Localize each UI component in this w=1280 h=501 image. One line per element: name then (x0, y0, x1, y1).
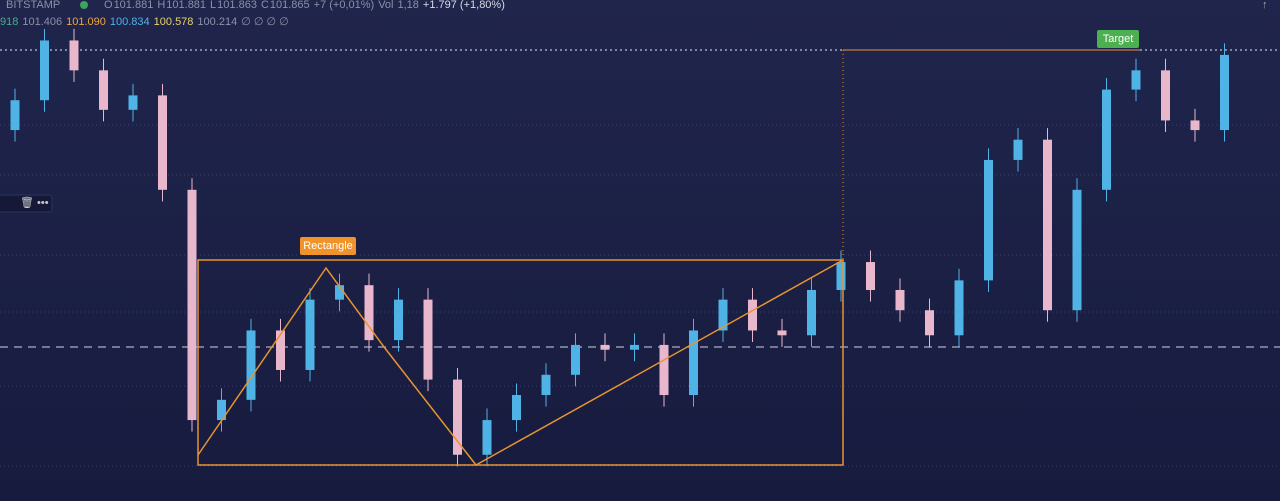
svg-text:🗑 •••: 🗑 ••• (20, 196, 49, 209)
candle-body (1131, 70, 1141, 90)
grid (0, 124, 1280, 467)
toolbar[interactable]: 🗑 ••• (0, 194, 53, 213)
vol: 1,18 (398, 0, 419, 11)
pattern-lines (197, 259, 844, 466)
candle-body (689, 330, 698, 396)
candle-body (453, 379, 462, 455)
candle-body (10, 100, 20, 131)
candle-body (246, 330, 256, 400)
candle-body (99, 70, 108, 110)
candle-body (187, 189, 197, 421)
target-tag (1097, 30, 1139, 48)
ohlc-key: O (104, 0, 113, 11)
ohlc-key: H (157, 0, 165, 11)
candle-body (925, 310, 934, 336)
ohlc-value: 101.865 (270, 0, 310, 11)
candle-body (1102, 89, 1111, 190)
candle-body (571, 344, 580, 375)
candle-body (158, 95, 167, 190)
candle-body (718, 299, 728, 331)
ohlc-value: 101.881 (114, 0, 154, 11)
candle-body (600, 344, 610, 350)
vol-key: Vol (378, 0, 393, 11)
candle-body (40, 40, 49, 101)
indicator-value: 101.406 (22, 16, 62, 28)
ohlc-value: 101.881 (166, 0, 206, 11)
candle-body (1013, 139, 1023, 160)
indicator-value: 918 (0, 16, 18, 28)
candle-body (217, 399, 226, 421)
candle-body (1161, 70, 1170, 121)
candle-body (335, 285, 344, 300)
candle-body (482, 420, 492, 455)
indicator-value: ∅ ∅ ∅ ∅ (241, 16, 289, 28)
day-change: +1.797 (+1,80%) (423, 0, 505, 11)
candle-body (512, 395, 521, 421)
candle-body (69, 40, 79, 71)
candle-body (1190, 120, 1200, 131)
candles (10, 28, 1229, 467)
candle-body (1072, 189, 1082, 311)
candle-body (836, 262, 846, 291)
candle-body (394, 299, 403, 341)
candle-body (128, 95, 138, 110)
candle-body (630, 344, 639, 350)
candle-body (423, 299, 433, 380)
indicator-value: 100.834 (110, 16, 150, 28)
candle-body (866, 262, 875, 291)
change: +7 (+0,01%) (314, 0, 375, 11)
candle-body (1043, 139, 1052, 311)
ohlc-value: 101.863 (217, 0, 257, 11)
indicator-value: 100.214 (197, 16, 237, 28)
rectangle-label: Rectangle (303, 240, 353, 252)
candle-body (748, 299, 757, 331)
candle-body (364, 285, 374, 341)
indicator-value: 101.090 (66, 16, 106, 28)
candle-body (777, 330, 787, 336)
candle-body (954, 280, 964, 336)
candle-body (1220, 54, 1229, 131)
candle-body (276, 330, 285, 370)
rectangle-tag (300, 237, 356, 255)
target-label: Target (1103, 33, 1134, 45)
candle-body (984, 159, 993, 281)
candle-body (659, 344, 669, 396)
header: O 101.881 H 101.881 L 101.863 C 101.865 +7 (+0,0… (0, 0, 505, 28)
candle-body (541, 374, 551, 396)
scroll-arrow[interactable]: ↑ (1262, 0, 1268, 11)
rectangle-drawing (197, 259, 844, 466)
ohlc-key: L (210, 0, 216, 11)
exchange: BITSTAMP (6, 0, 60, 11)
ohlc-key: C (261, 0, 269, 11)
status-dot (80, 1, 88, 9)
indicator-value: 100.578 (154, 16, 194, 28)
candle-body (807, 290, 816, 336)
candle-body (895, 290, 905, 311)
candle-body (305, 299, 315, 370)
